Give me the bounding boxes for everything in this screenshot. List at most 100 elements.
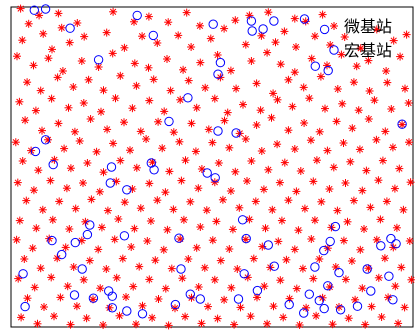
micro-station-point [226, 66, 235, 75]
macro-station-point [304, 289, 314, 299]
micro-station-point [290, 145, 299, 153]
micro-station-point [164, 321, 173, 330]
micro-station-point [171, 304, 179, 313]
micro-station-point [406, 178, 415, 187]
micro-station-point [112, 273, 121, 282]
macro-station-point [137, 309, 148, 319]
micro-station-point [210, 94, 219, 103]
micro-station-point [73, 19, 82, 27]
macro-station-point [202, 168, 212, 178]
micro-station-point [158, 144, 167, 153]
micro-station-point [347, 257, 356, 265]
legend-label-macro: 宏基站 [344, 41, 392, 60]
micro-station-point [87, 195, 96, 204]
micro-station-point [174, 31, 183, 40]
micro-station-point [378, 156, 387, 165]
macro-station-point [29, 5, 39, 15]
macro-station-point [48, 159, 58, 170]
macro-station-point [319, 303, 329, 314]
micro-station-point [349, 78, 358, 87]
micro-station-point [34, 166, 43, 175]
micro-station-point [355, 145, 364, 154]
micro-station-point [164, 18, 173, 27]
micro-station-point [175, 137, 184, 146]
micro-station-point [245, 215, 254, 224]
micro-station-point [284, 75, 293, 84]
macro-station-point [148, 30, 159, 41]
micro-station-point [247, 57, 256, 65]
micro-station-point [316, 72, 325, 81]
micro-station-point [136, 127, 145, 136]
macro-station-point [352, 301, 363, 311]
micro-station-point [341, 179, 350, 187]
micro-station-point [130, 59, 139, 68]
micro-station-point [15, 97, 24, 106]
micro-station-point [48, 215, 57, 224]
micro-station-point [300, 119, 309, 127]
micro-station-point [54, 9, 63, 18]
micro-station-point [138, 301, 147, 310]
micro-station-point [194, 184, 203, 193]
micro-station-point [116, 71, 125, 80]
macro-station-point [107, 303, 118, 313]
micro-station-point [382, 67, 391, 75]
micro-station-point [122, 293, 130, 301]
micro-station-point [118, 254, 127, 263]
micro-station-point [312, 156, 321, 165]
micro-station-point [264, 165, 273, 174]
micro-station-point [360, 225, 368, 233]
micro-station-point [28, 244, 37, 253]
micro-station-point [280, 27, 289, 36]
macro-station-point [388, 295, 398, 305]
micro-station-point [160, 107, 169, 116]
micro-station-point [395, 164, 404, 173]
macro-station-point [391, 239, 401, 249]
micro-station-point [214, 159, 223, 167]
macro-station-point [215, 57, 226, 68]
micro-station-point [13, 52, 21, 61]
micro-station-point [103, 206, 112, 215]
micro-station-point [399, 205, 408, 214]
micro-station-point [80, 32, 89, 41]
micro-station-point [315, 255, 324, 263]
micro-station-point [65, 38, 74, 47]
legend: 微基站 宏基站 [329, 17, 392, 60]
macro-station-point [176, 264, 186, 274]
micro-station-point [24, 19, 33, 28]
micro-station-point [380, 254, 389, 263]
micro-station-point [275, 178, 284, 187]
micro-station-point [309, 274, 318, 283]
micro-station-point [218, 195, 227, 204]
micro-station-point [243, 273, 252, 282]
micro-station-point [60, 144, 69, 153]
micro-station-point [15, 216, 24, 225]
macro-station-point [77, 264, 87, 274]
micro-station-point [264, 8, 273, 17]
micro-station-point [333, 206, 342, 215]
legend-item-micro: 微基站 [330, 17, 392, 36]
micro-station-point [191, 147, 200, 156]
micro-station-point [232, 84, 241, 93]
micro-station-point [110, 235, 119, 244]
micro-station-point [187, 119, 196, 128]
micro-station-point [85, 256, 94, 265]
macro-station-point [384, 271, 394, 281]
micro-station-point [305, 94, 314, 103]
macro-station-point [122, 185, 132, 195]
macro-station-point [183, 93, 193, 103]
micro-station-point [352, 62, 361, 71]
micro-station-point [71, 204, 80, 213]
macro-station-point [330, 221, 341, 232]
micro-station-point [333, 85, 342, 93]
micro-station-point [132, 320, 140, 329]
macro-station-point [319, 245, 329, 256]
micro-station-point [50, 312, 58, 321]
micro-station-point [40, 303, 48, 311]
micro-station-point [120, 198, 129, 207]
micro-station-point [66, 164, 75, 173]
micro-station-point [14, 274, 23, 283]
micro-station-point [195, 21, 204, 30]
micro-station-point [263, 319, 272, 328]
micro-station-point [405, 138, 413, 147]
micro-station-point [144, 12, 153, 21]
